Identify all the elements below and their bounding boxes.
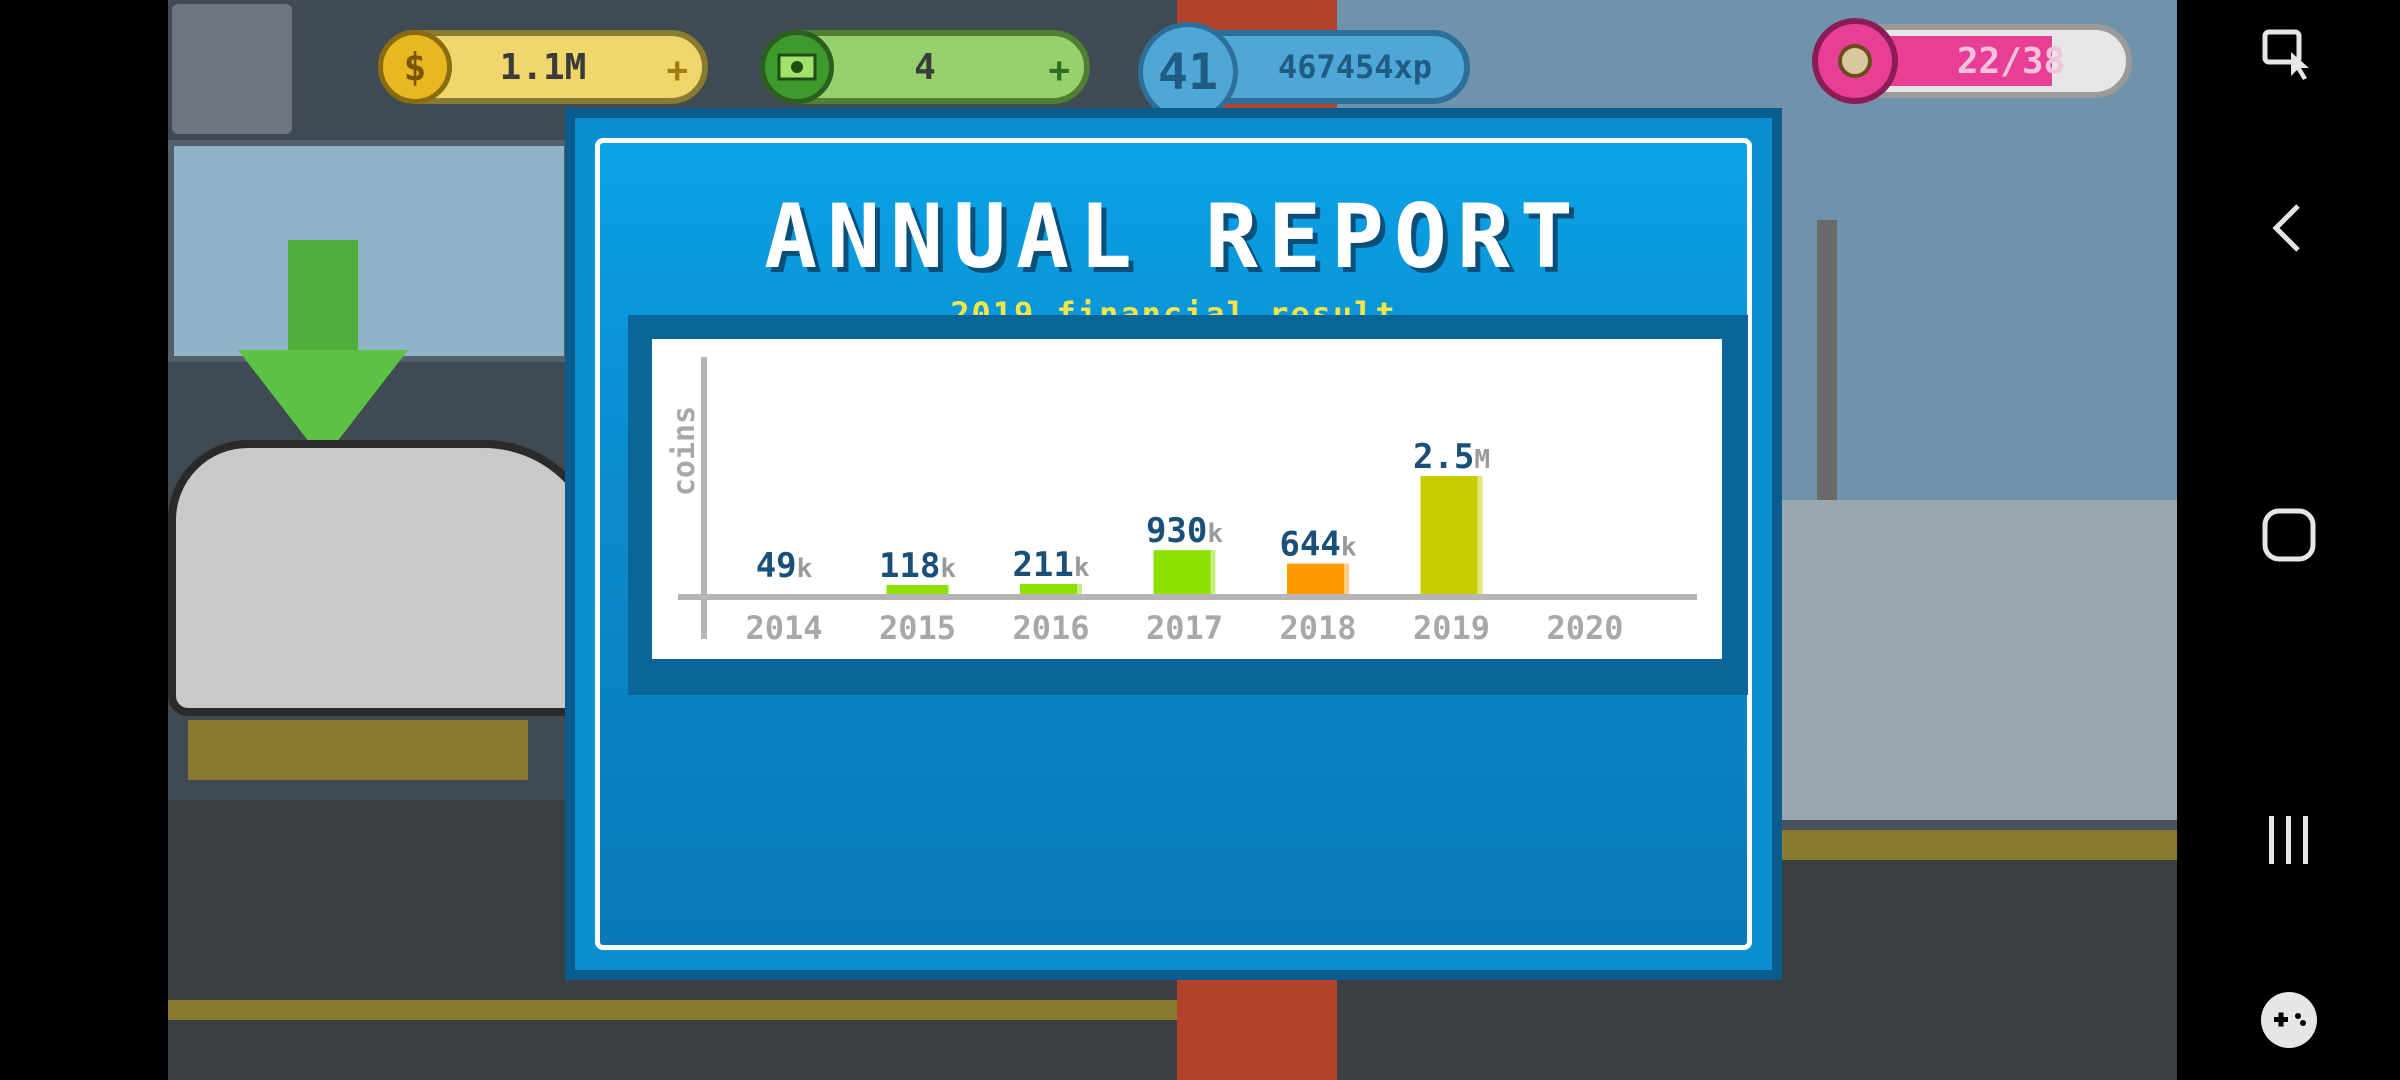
- car-frame[interactable]: [168, 440, 604, 716]
- y-axis-label: coins: [667, 406, 702, 496]
- tick-label-2019: 2019: [1413, 609, 1490, 647]
- donuts-progress-fill: [1882, 36, 2052, 86]
- coin-icon: $: [378, 30, 452, 104]
- coins-value: 1.1M: [499, 46, 587, 88]
- manager-avatar[interactable]: [172, 4, 292, 134]
- data-label-unit: k: [797, 554, 813, 584]
- bar-highlight-2016: [1077, 584, 1082, 594]
- tick-label-2014: 2014: [745, 609, 822, 647]
- data-label-2019: 2.5M: [1413, 437, 1490, 477]
- coins-counter[interactable]: $ 1.1M +: [378, 30, 708, 104]
- down-arrow-indicator[interactable]: [238, 240, 408, 460]
- data-label-unit: k: [1207, 519, 1223, 549]
- cash-counter[interactable]: 4 +: [760, 30, 1090, 104]
- data-label-unit: k: [1074, 553, 1090, 583]
- cash-value: 4: [914, 46, 936, 88]
- annual-report-dialog[interactable]: ANNUAL REPORT 2019 financial result coin…: [565, 108, 1782, 980]
- bar-highlight-2018: [1344, 563, 1349, 594]
- data-label-unit: k: [940, 554, 956, 584]
- bar-2016: [1020, 584, 1082, 594]
- add-coins-icon[interactable]: +: [666, 50, 688, 91]
- data-label-value: 930: [1146, 511, 1207, 551]
- donuts-value: 22/38: [1956, 40, 2066, 82]
- cash-icon: [760, 30, 834, 104]
- level-badge: 41: [1138, 22, 1238, 122]
- bar-2019: [1420, 476, 1483, 594]
- game-launcher-icon[interactable]: [2177, 988, 2400, 1056]
- bar-highlight-2017: [1210, 550, 1216, 594]
- tick-label-2016: 2016: [1012, 609, 1089, 647]
- data-label-value: 49: [756, 546, 797, 586]
- conveyor: [188, 720, 528, 780]
- data-label-2018: 644k: [1279, 525, 1356, 565]
- data-label-2015: 118k: [879, 546, 956, 586]
- back-icon[interactable]: [2177, 198, 2400, 262]
- data-label-value: 118: [879, 546, 940, 586]
- floor-stripe: [168, 1000, 1177, 1020]
- dialog-panel: ANNUAL REPORT 2019 financial result coin…: [595, 138, 1752, 950]
- bar-highlight-2019: [1477, 476, 1483, 594]
- data-label-value: 211: [1012, 545, 1073, 585]
- tick-label-2018: 2018: [1279, 609, 1356, 647]
- data-label-2017: 930k: [1146, 511, 1223, 551]
- data-label-2014: 49k: [756, 546, 813, 586]
- data-label-unit: M: [1474, 445, 1490, 475]
- xp-counter[interactable]: 41 467454xp: [1138, 22, 1470, 122]
- chart-area: coins 49k 2014 118k 2015 211k 2016 930k 2017 644k…: [652, 339, 1722, 659]
- factory-window: [168, 140, 570, 362]
- data-label-value: 2.5: [1413, 437, 1474, 477]
- data-label-unit: k: [1341, 533, 1357, 563]
- bar-2017: [1153, 550, 1216, 594]
- home-icon[interactable]: [2177, 505, 2400, 569]
- bar-chart: coins49k2014118k2015211k2016930k2017644k…: [667, 357, 1697, 647]
- tick-label-2015: 2015: [879, 609, 956, 647]
- screen-touch-icon[interactable]: [2177, 26, 2400, 90]
- bar-2018: [1287, 563, 1349, 594]
- donut-icon: [1812, 18, 1898, 104]
- tick-label-2017: 2017: [1146, 609, 1223, 647]
- xp-value: 467454xp: [1277, 48, 1433, 86]
- add-cash-icon[interactable]: +: [1048, 50, 1070, 91]
- dialog-title: ANNUAL REPORT: [764, 185, 1583, 288]
- data-label-value: 644: [1279, 525, 1340, 565]
- tick-label-2020: 2020: [1546, 609, 1623, 647]
- recent-apps-icon[interactable]: [2177, 810, 2400, 874]
- data-label-2016: 211k: [1012, 545, 1089, 585]
- flag-pole: [1817, 220, 1837, 500]
- donuts-counter[interactable]: 22/38: [1812, 18, 2132, 104]
- bar-2015: [886, 585, 949, 594]
- system-nav-bar: [2177, 0, 2400, 1080]
- chart-frame: coins 49k 2014 118k 2015 211k 2016 930k 2017 644k…: [628, 315, 1748, 695]
